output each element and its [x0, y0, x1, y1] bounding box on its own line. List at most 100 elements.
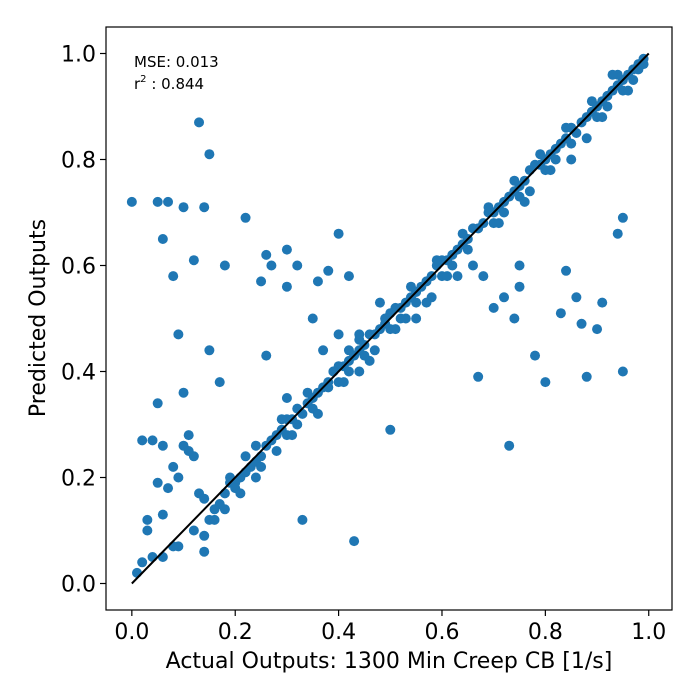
- scatter-point: [333, 329, 344, 340]
- scatter-point: [199, 530, 210, 541]
- scatter-point: [147, 435, 158, 446]
- r2-value: : 0.844: [147, 75, 205, 93]
- y-tick-label: 0.0: [61, 573, 96, 598]
- scatter-point: [152, 398, 163, 409]
- x-tick-label: 0.0: [114, 620, 149, 645]
- scatter-point: [209, 514, 220, 525]
- x-tick-label: 1.0: [631, 620, 666, 645]
- scatter-point: [281, 281, 292, 292]
- scatter-point: [431, 255, 442, 266]
- scatter-point: [462, 244, 473, 255]
- scatter-point: [499, 292, 510, 303]
- scatter-point: [628, 75, 639, 85]
- scatter-point: [168, 541, 179, 552]
- scatter-point: [571, 292, 582, 303]
- y-tick-label: 0.4: [61, 361, 96, 386]
- scatter-point: [157, 234, 168, 244]
- scatter-point: [488, 302, 499, 313]
- scatter-point: [576, 318, 587, 329]
- scatter-point: [188, 525, 199, 536]
- y-axis-label: Predicted Outputs: [26, 219, 51, 417]
- scatter-point: [343, 271, 354, 282]
- scatter-point: [256, 276, 267, 287]
- scatter-point: [183, 430, 194, 441]
- scatter-point: [240, 212, 251, 223]
- scatter-point: [168, 271, 179, 282]
- scatter-point: [188, 255, 199, 266]
- scatter-point: [519, 196, 530, 207]
- r2-prefix: r: [134, 75, 141, 93]
- y-axis-ticks: 0.0 0.2 0.4 0.6 0.8 1.0: [61, 43, 106, 598]
- scatter-point: [219, 504, 230, 515]
- scatter-point: [617, 212, 628, 223]
- scatter-point: [157, 552, 168, 562]
- scatter-point: [499, 207, 510, 218]
- scatter-point: [390, 324, 401, 335]
- scatter-point: [364, 329, 375, 340]
- scatter-point: [163, 483, 174, 494]
- scatter-point: [457, 228, 468, 239]
- scatter-point: [194, 117, 205, 128]
- scatter-point: [581, 133, 592, 144]
- reference-line: [131, 52, 650, 585]
- scatter-point: [566, 154, 577, 165]
- scatter-point: [442, 271, 453, 282]
- scatter-point: [147, 552, 158, 562]
- scatter-point: [607, 69, 618, 80]
- scatter-point: [597, 112, 608, 123]
- scatter-point: [287, 430, 298, 441]
- scatter-point: [240, 467, 251, 478]
- scatter-point: [266, 260, 277, 271]
- scatter-point: [152, 477, 163, 488]
- scatter-point: [199, 202, 210, 213]
- scatter-point: [173, 472, 184, 483]
- scatter-point: [623, 85, 634, 96]
- scatter-point: [250, 440, 261, 451]
- y-tick-label: 1.0: [61, 43, 96, 68]
- scatter-point: [364, 355, 375, 366]
- x-axis-label: Actual Outputs: 1300 Min Creep CB [1/s]: [166, 649, 613, 674]
- scatter-point: [157, 509, 168, 520]
- scatter-point: [261, 350, 272, 361]
- scatter-point: [209, 504, 220, 515]
- scatter-point: [318, 345, 329, 356]
- scatter-point: [411, 313, 422, 324]
- scatter-point: [235, 488, 246, 499]
- scatter-point: [561, 265, 572, 276]
- r2-superscript: 2: [140, 74, 146, 85]
- scatter-point: [468, 260, 478, 271]
- scatter-point: [514, 281, 525, 292]
- scatter-point: [307, 313, 318, 324]
- x-tick-label: 0.2: [218, 620, 253, 645]
- scatter-point: [219, 488, 230, 499]
- scatter-point: [328, 366, 339, 377]
- scatter-point: [566, 138, 577, 149]
- scatter-point: [504, 440, 515, 451]
- scatter-point: [276, 414, 287, 425]
- scatter-point: [271, 446, 282, 456]
- scatter-point: [292, 260, 303, 271]
- scatter-point: [550, 154, 561, 165]
- scatter-point: [297, 514, 308, 525]
- y-tick-label: 0.2: [61, 467, 96, 492]
- scatter-point: [530, 350, 541, 361]
- scatter-point: [612, 228, 623, 239]
- scatter-point: [126, 196, 137, 207]
- scatter-point: [204, 149, 215, 160]
- scatter-point: [204, 345, 215, 356]
- scatter-point: [183, 446, 194, 456]
- r2-annotation: r2 : 0.844: [134, 74, 204, 93]
- scatter-point: [240, 451, 251, 462]
- scatter-point: [343, 366, 354, 377]
- scatter-point: [447, 260, 458, 271]
- scatter-point: [137, 557, 148, 568]
- scatter-point: [168, 461, 179, 472]
- x-tick-label: 0.6: [424, 620, 459, 645]
- scatter-point: [261, 249, 272, 260]
- scatter-point: [597, 297, 608, 308]
- scatter-point: [473, 371, 484, 382]
- scatter-point: [323, 265, 334, 276]
- scatter-point: [281, 244, 292, 255]
- scatter-point: [142, 525, 153, 536]
